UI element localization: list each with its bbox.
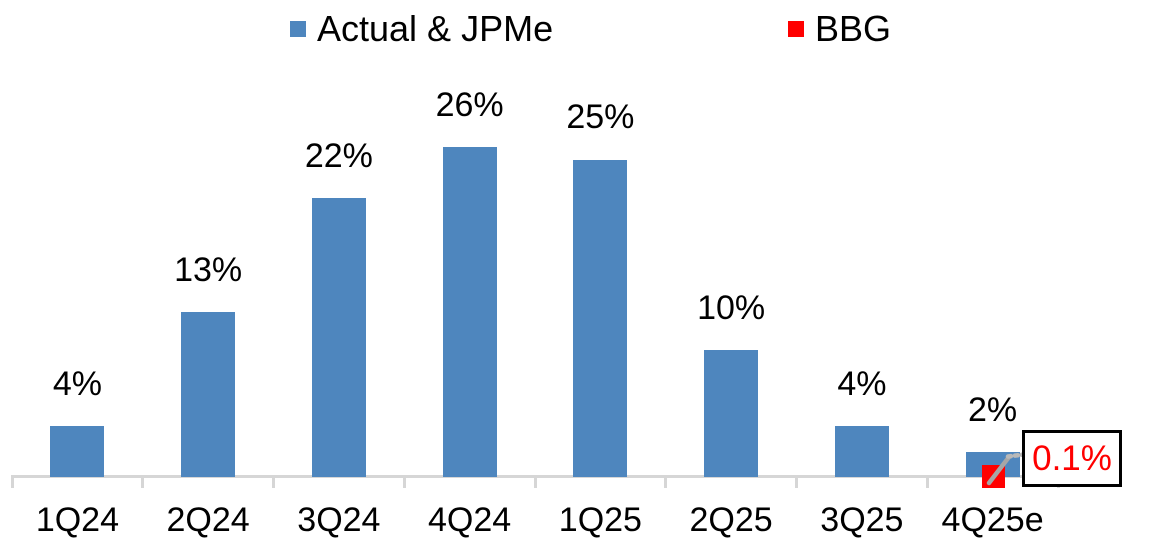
x-axis-tick [533,475,537,488]
x-axis-tick [402,475,406,488]
x-axis-label-2Q24: 2Q24 [166,501,250,539]
legend-label-actual-jpme: Actual & JPMe [317,8,554,49]
x-axis-tick [272,475,275,488]
legend-item-bbg: BBG [788,10,891,48]
bar-1Q25 [573,159,628,477]
x-axis-label-4Q25e: 4Q25e [941,501,1044,539]
bar-2Q25 [704,350,759,477]
x-axis-tick [925,475,929,488]
legend-swatch-actual-icon [290,21,306,37]
bbg-callout-box: 0.1% [1022,430,1122,487]
legend-label-bbg: BBG [815,8,892,49]
bbg-callout-value: 0.1% [1032,439,1112,478]
bar-2Q24 [181,311,236,477]
bar-value-label-3Q25: 4% [837,365,887,404]
x-axis-label-1Q25: 1Q25 [558,501,642,539]
bbg-marker-4Q25e [981,464,1005,488]
bar-value-label-2Q25: 10% [697,288,766,327]
x-axis-tick [795,475,798,488]
x-axis-label-4Q24: 4Q24 [428,501,512,539]
bar-value-label-3Q24: 22% [304,136,373,175]
bar-value-label-4Q25e: 2% [968,390,1018,429]
legend-item-actual-jpme: Actual & JPMe [290,10,553,48]
x-axis-label-3Q25: 3Q25 [820,501,904,539]
x-axis-tick [10,475,14,488]
x-axis-tick [141,475,145,488]
bar-value-label-1Q24: 4% [52,365,102,404]
bar-value-label-1Q25: 25% [566,98,635,137]
bar-3Q24 [311,197,366,477]
bar-3Q25 [834,426,889,477]
bar-value-label-4Q24: 26% [435,85,504,124]
bar-4Q24 [442,146,497,477]
legend-swatch-bbg-icon [788,21,804,37]
x-axis-label-2Q25: 2Q25 [689,501,773,539]
x-axis-tick [664,475,668,488]
x-axis-label-3Q24: 3Q24 [297,501,381,539]
x-axis-label-1Q24: 1Q24 [35,501,119,539]
bar-value-label-2Q24: 13% [174,250,243,289]
bar-1Q24 [50,426,105,477]
